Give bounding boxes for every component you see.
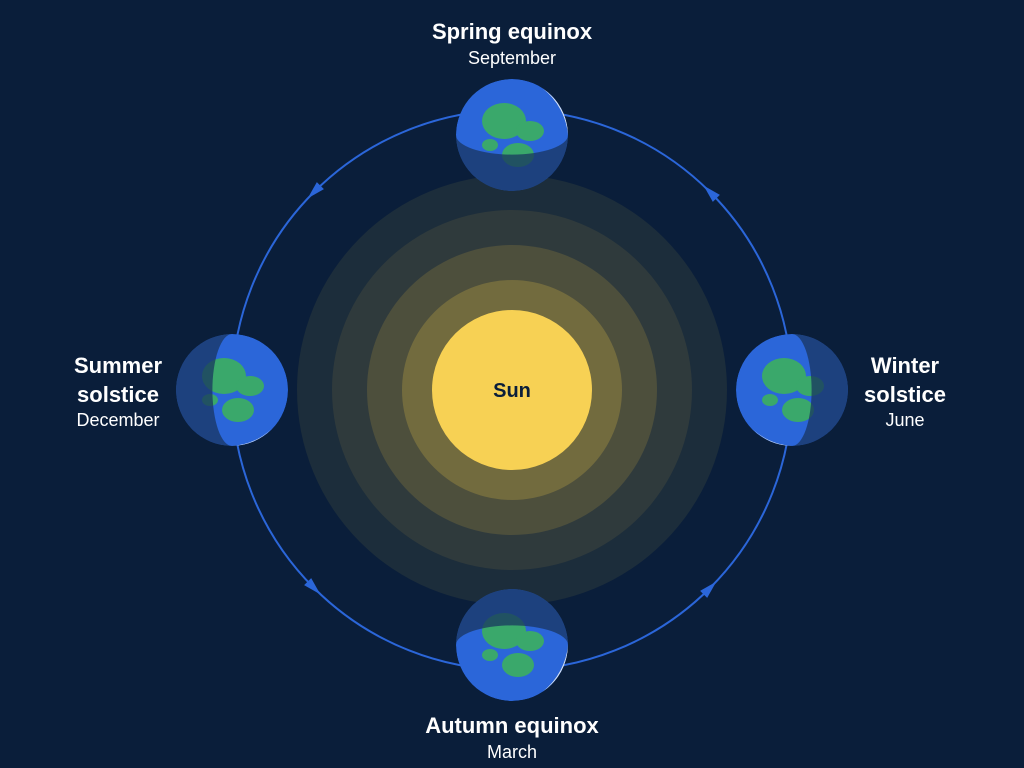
label-winter: Winter solstice June [815, 352, 995, 433]
label-summer-title1: Summer [28, 352, 208, 381]
label-spring-title: Spring equinox [0, 18, 1024, 47]
label-winter-sub: June [815, 409, 995, 432]
label-summer-title2: solstice [28, 381, 208, 410]
label-winter-title1: Winter [815, 352, 995, 381]
label-winter-title2: solstice [815, 381, 995, 410]
sun-label: Sun [482, 378, 542, 404]
label-autumn-title: Autumn equinox [0, 712, 1024, 741]
label-spring-sub: September [0, 47, 1024, 70]
label-spring: Spring equinox September [0, 18, 1024, 70]
label-autumn-sub: March [0, 741, 1024, 764]
label-autumn: Autumn equinox March [0, 712, 1024, 764]
label-summer: Summer solstice December [28, 352, 208, 433]
label-summer-sub: December [28, 409, 208, 432]
